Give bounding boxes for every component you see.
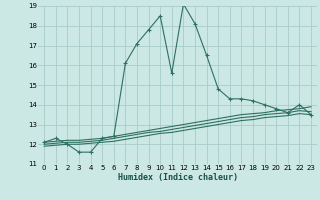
X-axis label: Humidex (Indice chaleur): Humidex (Indice chaleur) bbox=[118, 173, 238, 182]
